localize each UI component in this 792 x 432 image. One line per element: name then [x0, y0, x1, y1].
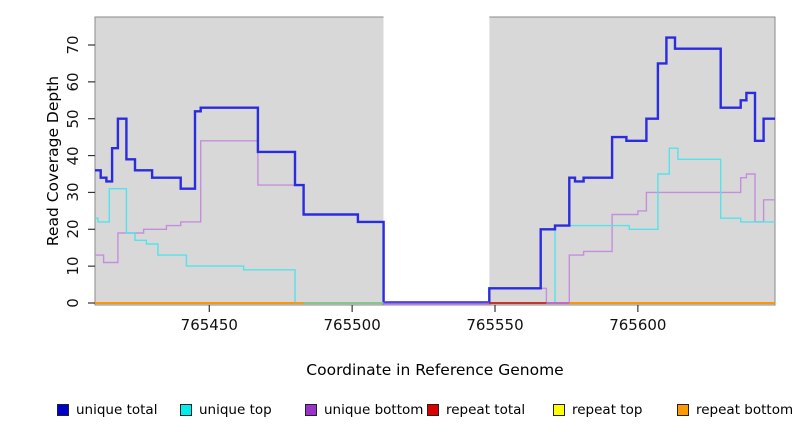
legend-swatch-icon [180, 404, 192, 416]
legend-label: unique bottom [324, 402, 424, 418]
legend-label: unique top [199, 402, 272, 418]
panel-shaded-region [489, 17, 775, 305]
legend-label: repeat bottom [696, 402, 792, 418]
legend-label: unique total [76, 402, 158, 418]
y-tick-label: 50 [64, 109, 82, 129]
y-tick-label: 20 [64, 219, 82, 239]
legend-label: repeat top [572, 402, 643, 418]
x-axis-title: Coordinate in Reference Genome [306, 361, 564, 379]
legend-label: repeat total [446, 402, 526, 418]
x-tick-label: 765550 [466, 316, 524, 334]
y-tick-label: 10 [64, 256, 82, 276]
y-tick-label: 70 [64, 35, 82, 55]
y-axis-title: Read Coverage Depth [44, 75, 62, 247]
legend-swatch-icon [57, 404, 69, 416]
series-unique-top [95, 147, 775, 304]
y-tick-label: 0 [64, 298, 82, 308]
legend-swatch-icon [677, 404, 689, 416]
legend: unique total unique top unique bottom repea… [0, 402, 792, 424]
legend-swatch-icon [427, 404, 439, 416]
y-tick-label: 60 [64, 72, 82, 92]
legend-swatch-icon [553, 404, 565, 416]
series-unique-total [95, 36, 775, 305]
y-tick-label: 30 [64, 182, 82, 202]
legend-swatch-icon [305, 404, 317, 416]
gap-region [383, 15, 490, 305]
x-tick-label: 765600 [609, 316, 667, 334]
x-tick-label: 765500 [323, 316, 381, 334]
x-tick-label: 765450 [180, 316, 238, 334]
panel-shaded-region [95, 17, 384, 305]
y-tick-label: 40 [64, 146, 82, 166]
plot-area [88, 15, 776, 312]
